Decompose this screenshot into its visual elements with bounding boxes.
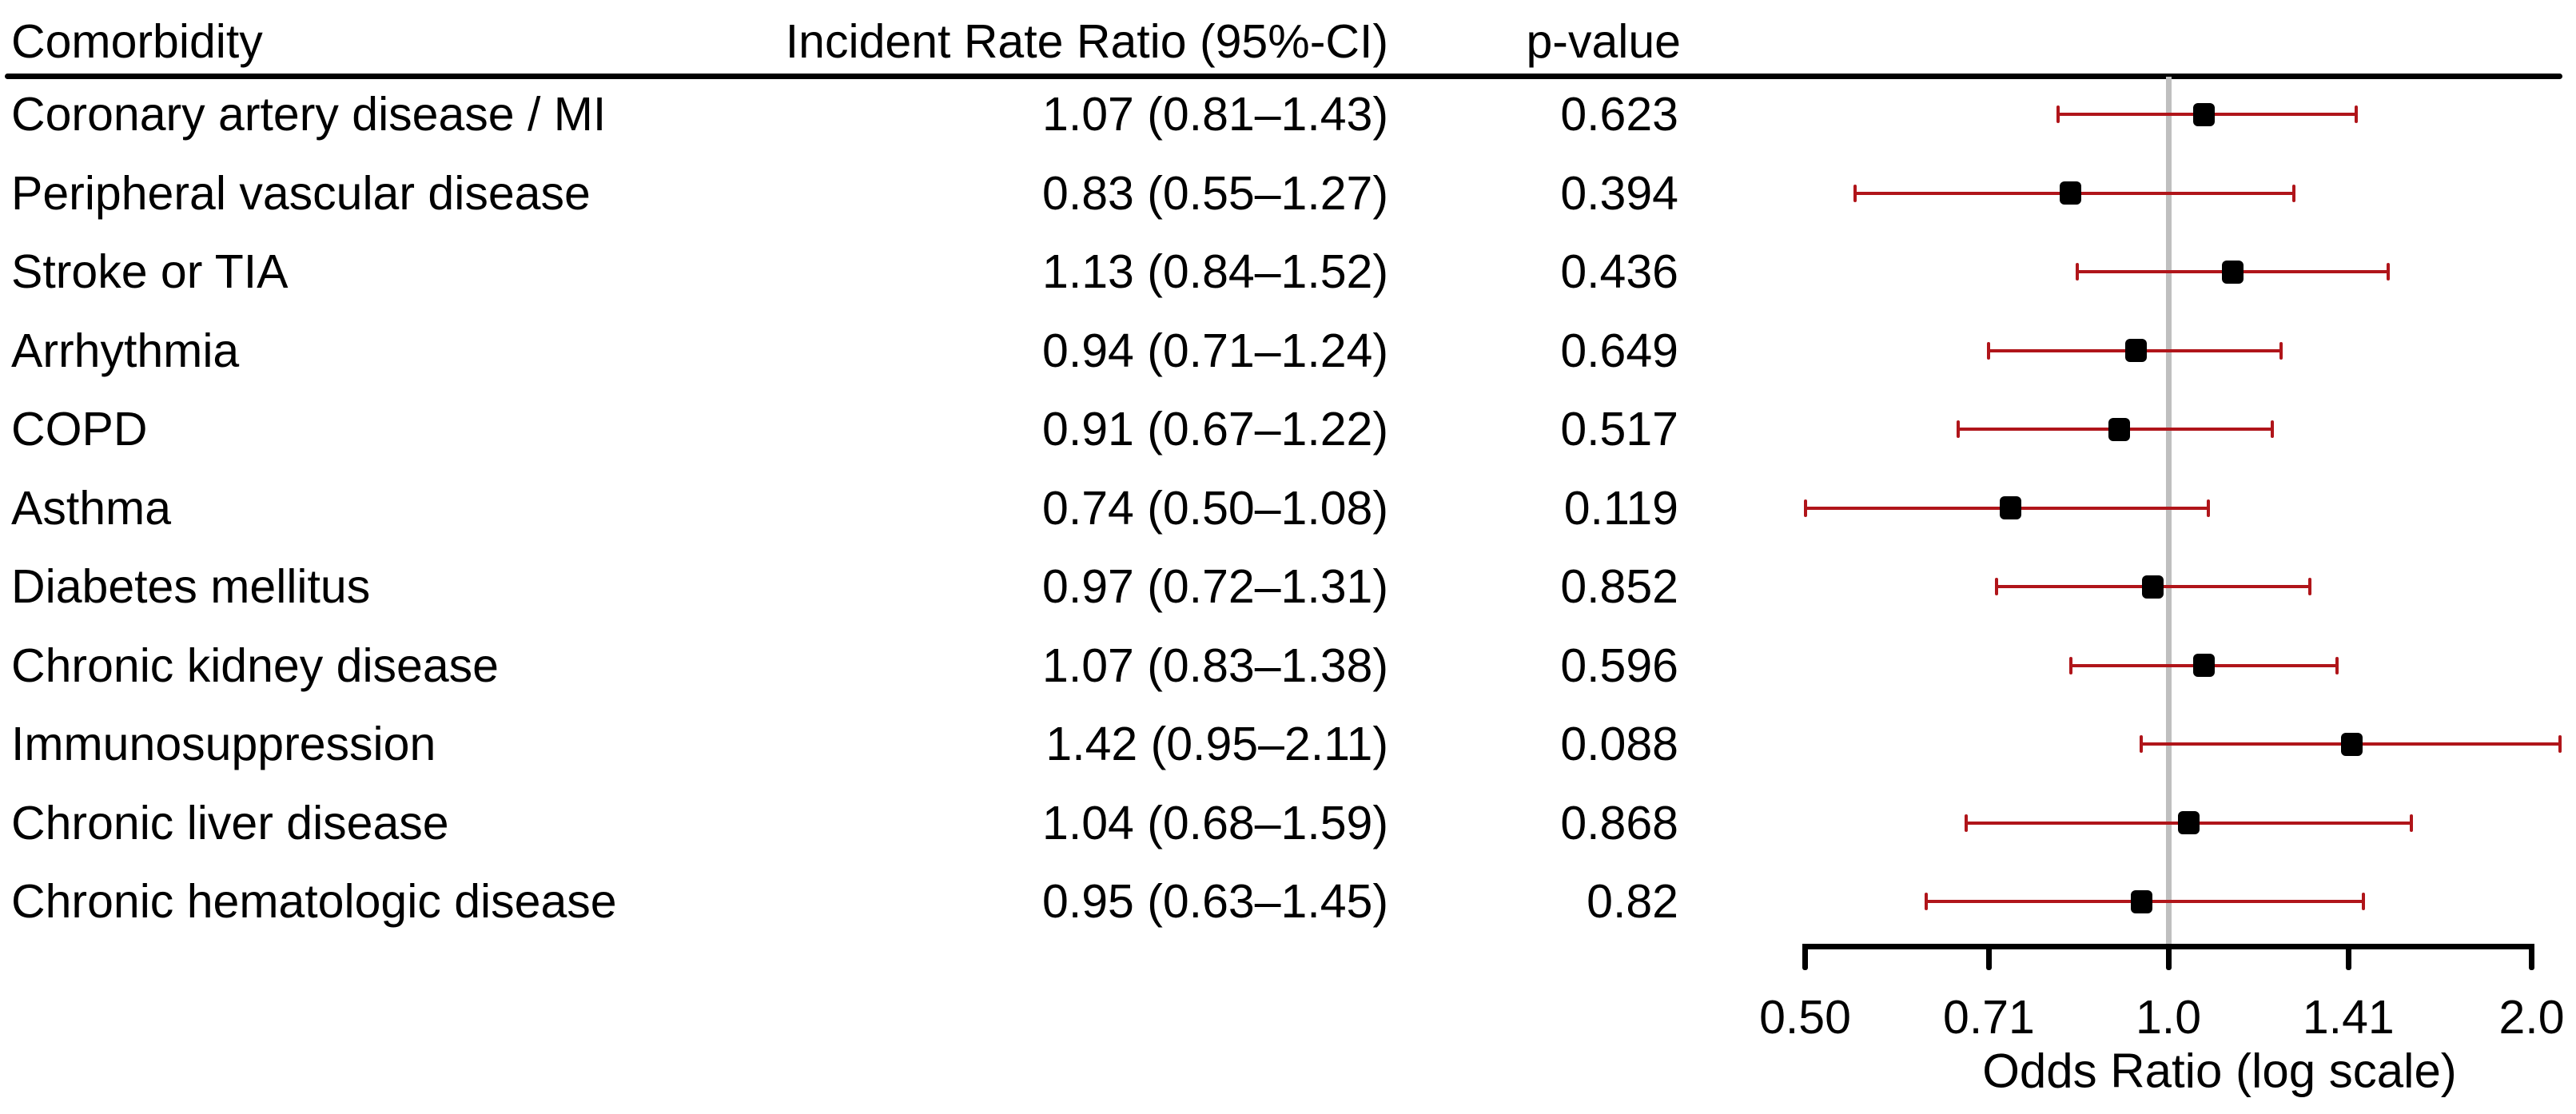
row-comorbidity-label: Stroke or TIA	[11, 245, 289, 298]
ci-lower-cap	[1965, 814, 1969, 832]
x-axis-title: Odds Ratio (log scale)	[1982, 1044, 2457, 1098]
row-p-value: 0.517	[1560, 403, 1678, 456]
row-comorbidity-label: Chronic kidney disease	[11, 639, 499, 692]
ci-lower-cap	[2140, 735, 2144, 753]
ci-upper-cap	[2386, 263, 2390, 280]
ci-lower-cap	[1803, 499, 1807, 517]
point-estimate-marker	[2192, 654, 2215, 677]
row-p-value: 0.088	[1560, 718, 1678, 770]
point-estimate-marker	[2341, 732, 2363, 756]
row-comorbidity-label: Immunosuppression	[11, 718, 436, 770]
ci-upper-cap	[2308, 578, 2312, 595]
row-p-value: 0.852	[1560, 560, 1678, 613]
row-irr-ci-value: 1.04 (0.68–1.59)	[1042, 796, 1388, 849]
row-irr-ci-value: 0.94 (0.71–1.24)	[1042, 324, 1388, 377]
x-axis-tick	[1802, 944, 1808, 970]
ci-upper-cap	[2354, 105, 2358, 123]
row-p-value: 0.596	[1560, 639, 1678, 692]
ci-lower-cap	[1853, 184, 1857, 202]
point-estimate-marker	[2130, 889, 2152, 913]
x-axis-tick-label: 0.71	[1943, 991, 2035, 1044]
ci-lower-cap	[1957, 420, 1961, 438]
row-comorbidity-label: Diabetes mellitus	[11, 560, 371, 613]
row-irr-ci-value: 0.91 (0.67–1.22)	[1042, 403, 1388, 456]
row-p-value: 0.868	[1560, 796, 1678, 849]
row-p-value: 0.82	[1587, 875, 1678, 928]
column-header-incident-rate-ratio: Incident Rate Ratio (95%-CI)	[785, 15, 1388, 68]
row-comorbidity-label: COPD	[11, 403, 148, 456]
ci-lower-cap	[2075, 263, 2079, 280]
row-p-value: 0.623	[1560, 88, 1678, 141]
header-rule	[5, 74, 2562, 79]
row-irr-ci-value: 1.13 (0.84–1.52)	[1042, 245, 1388, 298]
row-comorbidity-label: Arrhythmia	[11, 324, 240, 377]
row-comorbidity-label: Asthma	[11, 481, 172, 535]
row-irr-ci-value: 0.83 (0.55–1.27)	[1042, 166, 1388, 220]
ci-upper-cap	[2271, 420, 2275, 438]
ci-lower-cap	[1994, 578, 1998, 595]
row-irr-ci-value: 0.74 (0.50–1.08)	[1042, 481, 1388, 535]
point-estimate-marker	[2124, 339, 2147, 362]
ci-upper-cap	[2558, 735, 2562, 753]
point-estimate-marker	[2221, 260, 2244, 284]
row-irr-ci-value: 0.97 (0.72–1.31)	[1042, 560, 1388, 613]
x-axis-tick	[2345, 944, 2351, 970]
x-axis-tick-label: 0.50	[1759, 991, 1851, 1044]
reference-line	[2165, 77, 2172, 944]
column-header-p-value: p-value	[1526, 15, 1681, 68]
row-p-value: 0.394	[1560, 166, 1678, 220]
x-axis-tick-label: 2.0	[2498, 991, 2565, 1044]
row-comorbidity-label: Peripheral vascular disease	[11, 166, 591, 220]
ci-upper-cap	[2291, 184, 2295, 202]
row-irr-ci-value: 0.95 (0.63–1.45)	[1042, 875, 1388, 928]
ci-upper-cap	[2207, 499, 2211, 517]
ci-lower-cap	[2056, 105, 2060, 123]
row-irr-ci-value: 1.07 (0.81–1.43)	[1042, 88, 1388, 141]
point-estimate-marker	[2060, 181, 2082, 205]
row-comorbidity-label: Coronary artery disease / MI	[11, 88, 607, 141]
row-p-value: 0.119	[1563, 481, 1678, 535]
point-estimate-marker	[2000, 496, 2022, 519]
row-p-value: 0.649	[1560, 324, 1678, 377]
row-p-value: 0.436	[1560, 245, 1678, 298]
row-comorbidity-label: Chronic liver disease	[11, 796, 449, 849]
ci-lower-cap	[1987, 341, 1991, 360]
x-axis-tick	[2529, 944, 2534, 970]
point-estimate-marker	[2108, 417, 2130, 441]
ci-upper-cap	[2361, 893, 2365, 910]
ci-lower-cap	[2068, 656, 2072, 674]
x-axis-tick-label: 1.0	[2135, 991, 2202, 1044]
row-irr-ci-value: 1.42 (0.95–2.11)	[1045, 718, 1388, 770]
point-estimate-marker	[2178, 811, 2200, 834]
row-comorbidity-label: Chronic hematologic disease	[11, 875, 617, 928]
row-irr-ci-value: 1.07 (0.83–1.38)	[1042, 639, 1388, 692]
ci-lower-cap	[1925, 893, 1929, 910]
ci-upper-cap	[2410, 814, 2414, 832]
x-axis-tick-label: 1.41	[2302, 991, 2395, 1044]
column-header-comorbidity: Comorbidity	[11, 15, 263, 68]
point-estimate-marker	[2192, 102, 2215, 126]
point-estimate-marker	[2141, 575, 2164, 599]
x-axis-tick	[2165, 944, 2172, 970]
ci-upper-cap	[2279, 341, 2283, 360]
ci-upper-cap	[2335, 656, 2339, 674]
x-axis-tick	[1985, 944, 1992, 970]
